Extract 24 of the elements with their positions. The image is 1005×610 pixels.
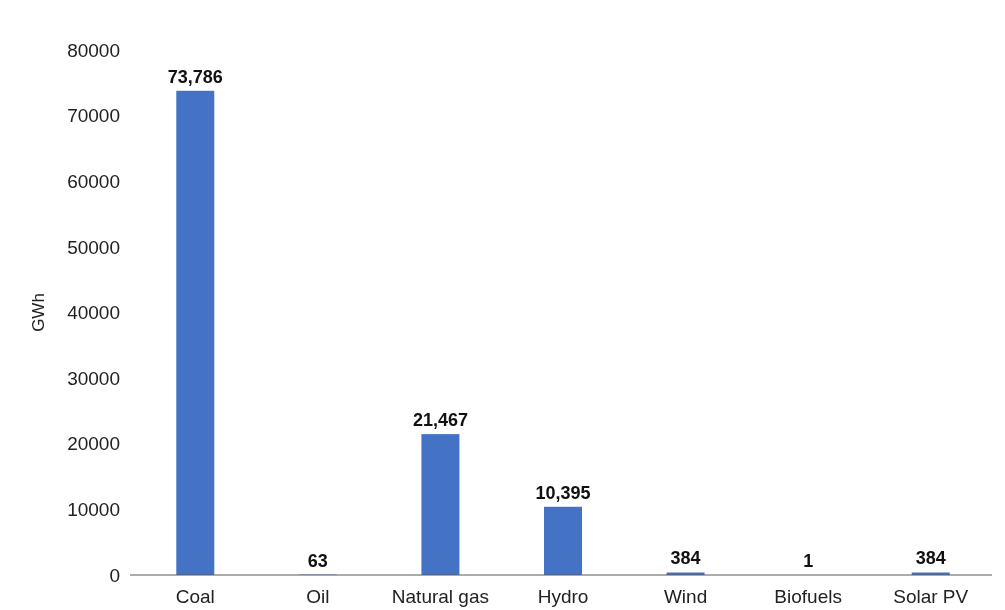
data-label: 21,467 <box>412 410 468 431</box>
y-tick-label: 10000 <box>67 499 120 521</box>
y-tick-label: 40000 <box>67 302 120 324</box>
y-axis-title: GWh <box>29 293 48 332</box>
y-tick-label: 60000 <box>67 170 120 192</box>
x-tick-label: Coal <box>175 586 215 607</box>
x-tick-label: Wind <box>663 586 708 607</box>
data-label: 384 <box>915 548 946 569</box>
data-label: 1 <box>803 550 814 571</box>
x-tick-label: Natural gas <box>391 586 490 607</box>
y-tick-label: 80000 <box>67 39 120 61</box>
y-tick-label: 50000 <box>67 236 120 258</box>
data-label: 10,395 <box>535 482 591 503</box>
x-tick-label: Biofuels <box>774 586 842 607</box>
x-tick-label: Solar PV <box>893 586 969 607</box>
y-tick-label: 20000 <box>67 433 120 455</box>
y-tick-label: 70000 <box>67 105 120 127</box>
data-label: 63 <box>307 550 328 571</box>
y-tick-label: 30000 <box>67 367 120 389</box>
data-label: 73,786 <box>167 66 223 87</box>
y-tick-label: 0 <box>109 564 120 586</box>
x-tick-label: Hydro <box>537 586 589 607</box>
data-label: 384 <box>670 548 701 569</box>
x-tick-label: Oil <box>306 586 330 607</box>
